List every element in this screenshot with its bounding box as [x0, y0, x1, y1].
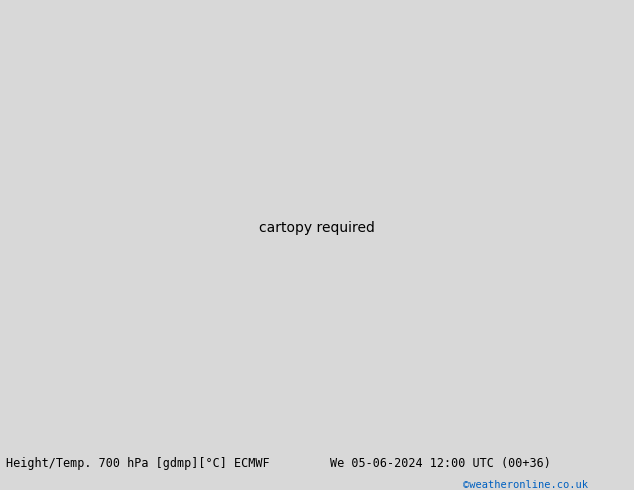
Text: Height/Temp. 700 hPa [gdmp][°C] ECMWF: Height/Temp. 700 hPa [gdmp][°C] ECMWF	[6, 457, 270, 469]
Text: We 05-06-2024 12:00 UTC (00+36): We 05-06-2024 12:00 UTC (00+36)	[330, 457, 550, 469]
Text: cartopy required: cartopy required	[259, 221, 375, 235]
Text: ©weatheronline.co.uk: ©weatheronline.co.uk	[463, 480, 588, 490]
